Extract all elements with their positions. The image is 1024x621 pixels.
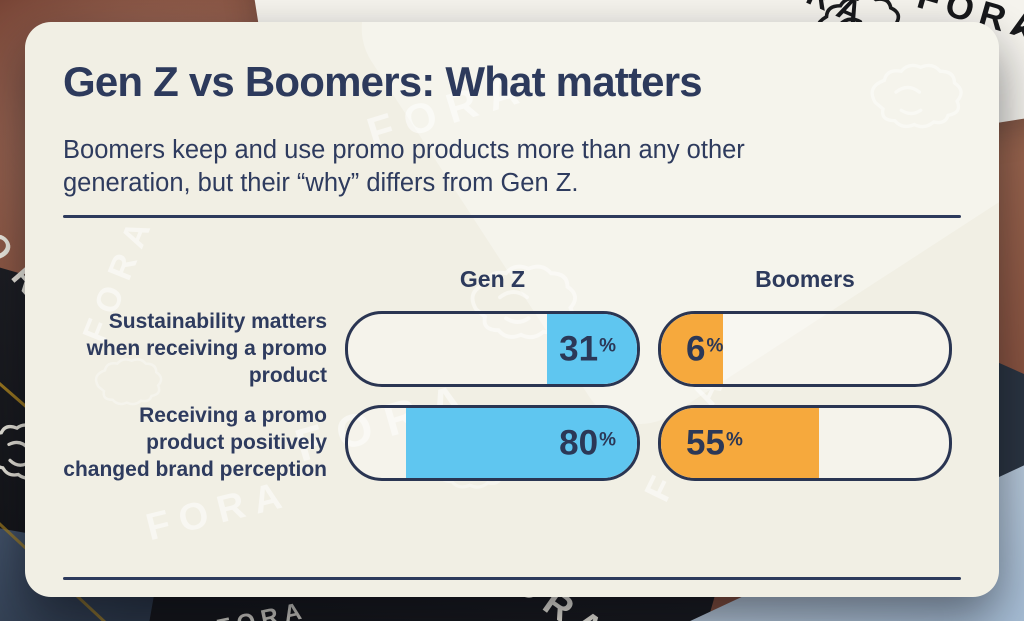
header-spacer bbox=[63, 266, 327, 293]
infographic-card: FORA FORA FORA FORA FORA bbox=[25, 22, 999, 597]
value-label: 80% bbox=[559, 423, 616, 463]
percent-sign: % bbox=[599, 335, 616, 357]
bar-fill bbox=[405, 408, 637, 479]
bar-fill bbox=[661, 314, 723, 385]
column-header-gen-z: Gen Z bbox=[459, 266, 526, 293]
top-divider bbox=[63, 215, 961, 219]
bar-gen-z-brand-perception: 80% bbox=[345, 405, 640, 482]
page-title: Gen Z vs Boomers: What matters bbox=[63, 58, 703, 105]
column-header-boomers: Boomers bbox=[755, 266, 855, 293]
percent-sign: % bbox=[725, 429, 743, 451]
page-subtitle: Boomers keep and use promo products more… bbox=[63, 136, 745, 198]
percent-sign: % bbox=[599, 429, 616, 451]
bar-boomers-brand-perception: 55% bbox=[658, 405, 952, 482]
card-content: Gen Z vs Boomers: What matters Boomers k… bbox=[25, 58, 999, 597]
value-label: 6% bbox=[686, 329, 724, 369]
row-label-sustainability: Sustainability matters when receiving a … bbox=[86, 310, 327, 387]
row-label-brand-perception: Receiving a promo product positively cha… bbox=[63, 404, 327, 481]
percent-sign: % bbox=[706, 335, 724, 357]
bar-boomers-sustainability: 6% bbox=[658, 311, 952, 388]
value-label: 55% bbox=[686, 423, 743, 463]
bar-fill bbox=[547, 314, 637, 385]
footer-divider bbox=[63, 577, 961, 580]
bar-fill bbox=[661, 408, 820, 479]
comparison-bar-chart: Gen Z Boomers Sustainability matters whe… bbox=[63, 266, 961, 482]
bar-gen-z-sustainability: 31% bbox=[345, 311, 640, 388]
value-label: 31% bbox=[559, 329, 616, 369]
